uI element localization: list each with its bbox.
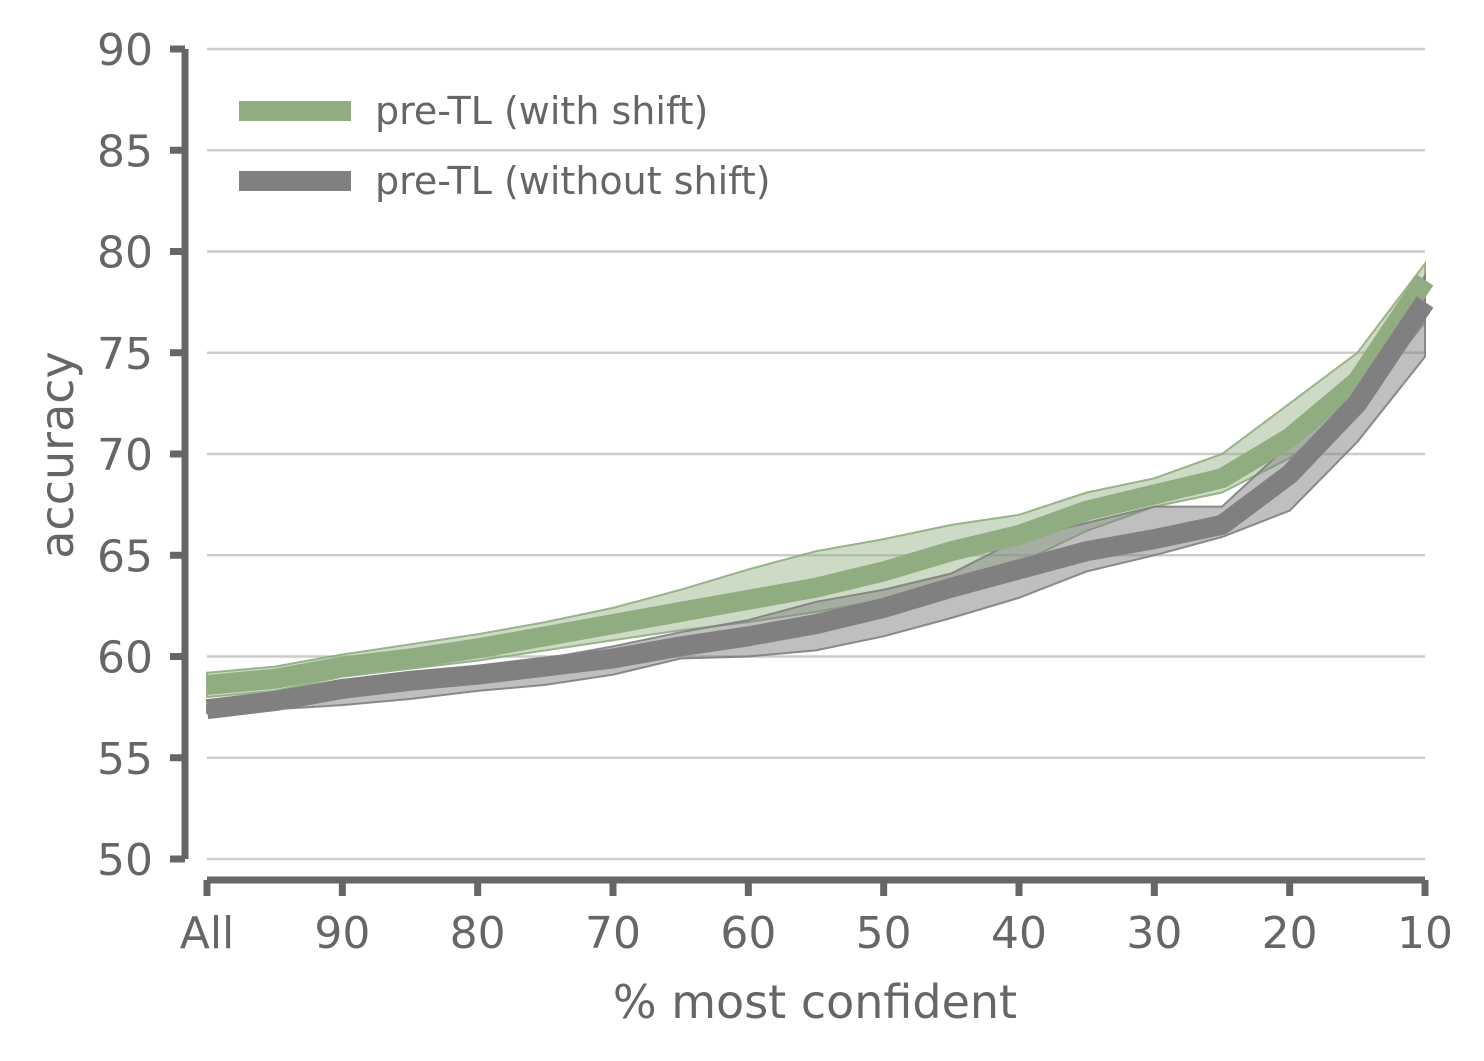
x-tick-label-40: 40 — [991, 908, 1047, 959]
y-tick-label-90: 90 — [97, 25, 153, 76]
x-tick-label-30: 30 — [1126, 908, 1182, 959]
legend-label-1: pre-TL (without shift) — [375, 159, 771, 203]
y-tick-label-80: 80 — [97, 228, 153, 279]
legend-label-0: pre-TL (with shift) — [375, 89, 708, 133]
axes: 50 55 60 65 70 75 80 85 90 All 90 80 70 60 50 40 30 20 10 — [97, 25, 1453, 959]
line-series-1 — [205, 296, 1434, 720]
x-tick-label-70: 70 — [585, 908, 641, 959]
y-tick-label-65: 65 — [97, 531, 153, 582]
legend: pre-TL (with shift) pre-TL (without shift… — [239, 89, 771, 203]
x-tick-label-60: 60 — [720, 908, 776, 959]
y-tick-label-70: 70 — [97, 430, 153, 481]
x-tick-label-50: 50 — [856, 908, 912, 959]
y-tick-label-60: 60 — [97, 633, 153, 684]
y-tick-label-85: 85 — [97, 126, 153, 177]
y-axis-label: accuracy — [30, 351, 84, 559]
series-lines — [205, 274, 1434, 720]
y-tick-label-55: 55 — [97, 734, 153, 785]
y-tick-label-75: 75 — [97, 329, 153, 380]
x-tick-label-20: 20 — [1262, 908, 1318, 959]
confidence-bands — [206, 260, 1426, 715]
x-tick-label-All: All — [180, 908, 235, 959]
line-series-0 — [206, 274, 1434, 695]
x-tick-label-80: 80 — [450, 908, 506, 959]
y-tick-label-50: 50 — [97, 835, 153, 886]
x-tick-label-90: 90 — [314, 908, 370, 959]
x-tick-label-10: 10 — [1397, 908, 1453, 959]
x-axis-label: % most confident — [613, 975, 1017, 1029]
